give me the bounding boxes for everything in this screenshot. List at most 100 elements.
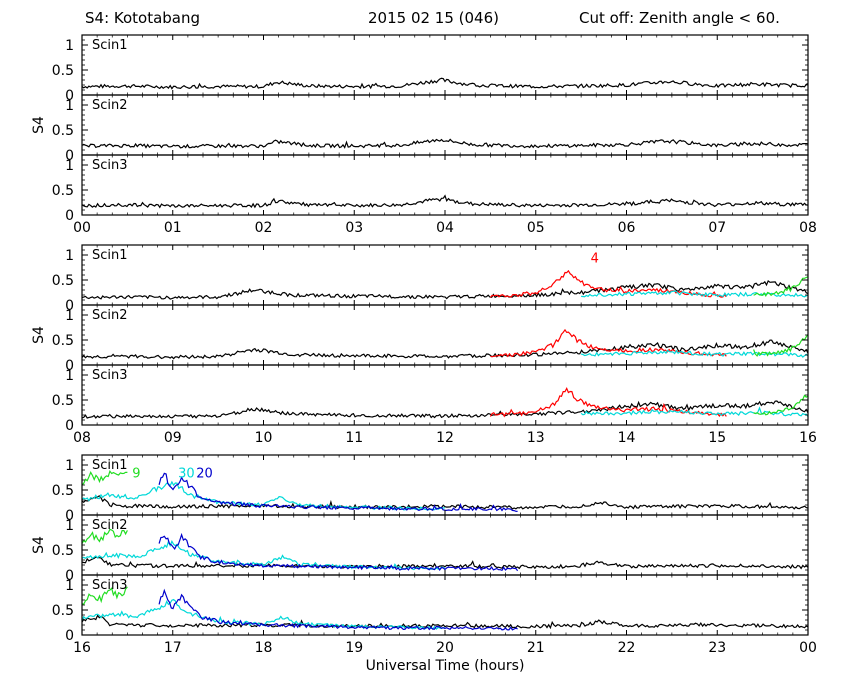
x-tick-label: 10: [255, 430, 273, 446]
panel-series: [82, 528, 808, 572]
y-tick-label: 0.5: [52, 123, 74, 139]
x-tick-label: 02: [255, 220, 273, 236]
y-tick-label: 0: [65, 208, 74, 224]
series-line-trace1: [82, 339, 808, 360]
panel-label: Scin3: [92, 158, 128, 173]
x-tick-label: 09: [164, 430, 182, 446]
series-line-4: [490, 328, 727, 358]
chart-group-1: 0 0.5 1 Scin1 0 0.5 1 Scin2 S4 0 0.5 1 Scin3 00 01 02 03…: [31, 34, 817, 236]
x-tick-label: 08: [799, 220, 817, 236]
y-tick-label: 0: [65, 148, 74, 164]
panel-frame: [81, 364, 809, 426]
panel-scin2-1: 0 0.5 1 Scin2 S4: [31, 94, 809, 164]
y-tick-label: 1: [65, 308, 74, 324]
x-tick-label: 04: [436, 220, 454, 236]
x-tick-label: 15: [708, 430, 726, 446]
panel-frame: [81, 34, 809, 96]
panel-frame: [81, 154, 809, 216]
y-tick-label: 1: [65, 368, 74, 384]
panel-label: Scin1: [92, 248, 128, 263]
series-line-4: [489, 269, 727, 298]
panel-series: [82, 586, 808, 631]
panel-scin3-1: 0 0.5 1 Scin3: [52, 154, 809, 224]
y-axis-label: S4: [31, 536, 47, 554]
panel-series: [82, 138, 808, 149]
series-line-trace4: [753, 334, 808, 357]
panel-series: [82, 328, 808, 360]
y-tick-label: 0: [65, 88, 74, 104]
y-tick-label: 0: [65, 508, 74, 524]
series-line-trace2: [82, 556, 808, 570]
x-tick-label: 16: [73, 640, 91, 656]
panel-label: Scin1: [92, 458, 128, 473]
panel-scin3-3: 0 0.5 1 Scin3: [52, 574, 809, 644]
x-tick-label: 00: [799, 640, 817, 656]
panel-scin3-2: 0 0.5 1 Scin3: [52, 364, 809, 434]
x-tick-label: 07: [708, 220, 726, 236]
series-line-9: [82, 469, 128, 486]
series-line-trace1: [82, 400, 808, 419]
y-tick-label: 0: [65, 358, 74, 374]
series-line-30: [82, 539, 445, 571]
y-tick-label: 0.5: [52, 393, 74, 409]
series-line-trace4: [753, 394, 808, 416]
annotation-label: 20: [196, 467, 213, 482]
y-tick-label: 0.5: [52, 543, 74, 559]
cutoff-label: Cut off: Zenith angle < 60.: [579, 9, 780, 27]
series-line-4: [489, 386, 727, 418]
panel-label: Scin2: [92, 98, 128, 113]
series-line-20: [158, 588, 518, 631]
x-tick-label: 19: [345, 640, 363, 656]
y-tick-label: 1: [65, 98, 74, 114]
x-axis-label: Universal Time (hours): [366, 658, 525, 674]
x-tick-label: 12: [436, 430, 454, 446]
x-tick-label: 11: [345, 430, 363, 446]
series-line-trace1: [82, 77, 808, 90]
date-label: 2015 02 15 (046): [368, 9, 499, 27]
panel-series: [82, 386, 808, 419]
x-tick-label: 14: [618, 430, 636, 446]
panel-scin2-3: 0 0.5 1 Scin2 S4: [31, 514, 809, 584]
series-line-trace2: [82, 495, 808, 510]
annotation-label: 4: [591, 252, 599, 267]
panel-frame: [81, 94, 809, 156]
panel-series: [82, 77, 808, 90]
annotation-label: 30: [178, 467, 195, 482]
panel-series: [82, 269, 808, 300]
panel-label: Scin1: [92, 38, 128, 53]
panel-frame: [81, 244, 809, 306]
y-tick-label: 0.5: [52, 483, 74, 499]
x-tick-label: 06: [618, 220, 636, 236]
annotation-label: 9: [132, 467, 140, 482]
x-tick-label: 16: [799, 430, 817, 446]
x-tick-label: 01: [164, 220, 182, 236]
y-tick-label: 0: [65, 628, 74, 644]
panel-scin1-2: 0 0.5 1 Scin1: [52, 244, 809, 314]
y-tick-label: 0.5: [52, 183, 74, 199]
panel-label: Scin2: [92, 308, 128, 323]
series-line-trace4: [753, 276, 808, 297]
y-tick-label: 0.5: [52, 333, 74, 349]
series-line-30: [82, 480, 446, 511]
series-line-9: [82, 586, 128, 606]
x-tick-label: 23: [708, 640, 726, 656]
series-line-20: [158, 472, 518, 512]
panel-label: Scin3: [92, 578, 128, 593]
y-tick-label: 1: [65, 38, 74, 54]
series-line-trace3: [580, 349, 808, 358]
y-tick-label: 1: [65, 248, 74, 264]
series-line-20: [158, 532, 519, 572]
y-tick-label: 0.5: [52, 603, 74, 619]
panel-label: Scin2: [92, 518, 128, 533]
x-tick-label: 17: [164, 640, 182, 656]
panel-scin2-2: 0 0.5 1 Scin2 S4: [31, 304, 809, 374]
chart-group-3: 0 0.5 1 Scin1 0 0.5 1 Scin2 S4 0 0.5 1 Scin3 16 17 18 19…: [31, 454, 817, 656]
y-tick-label: 0: [65, 418, 74, 434]
x-tick-label: 08: [73, 430, 91, 446]
series-line-trace1: [82, 194, 808, 209]
x-tick-label: 13: [527, 430, 545, 446]
y-tick-label: 1: [65, 458, 74, 474]
station-title: S4: Kototabang: [85, 9, 201, 27]
x-tick-label: 05: [527, 220, 545, 236]
